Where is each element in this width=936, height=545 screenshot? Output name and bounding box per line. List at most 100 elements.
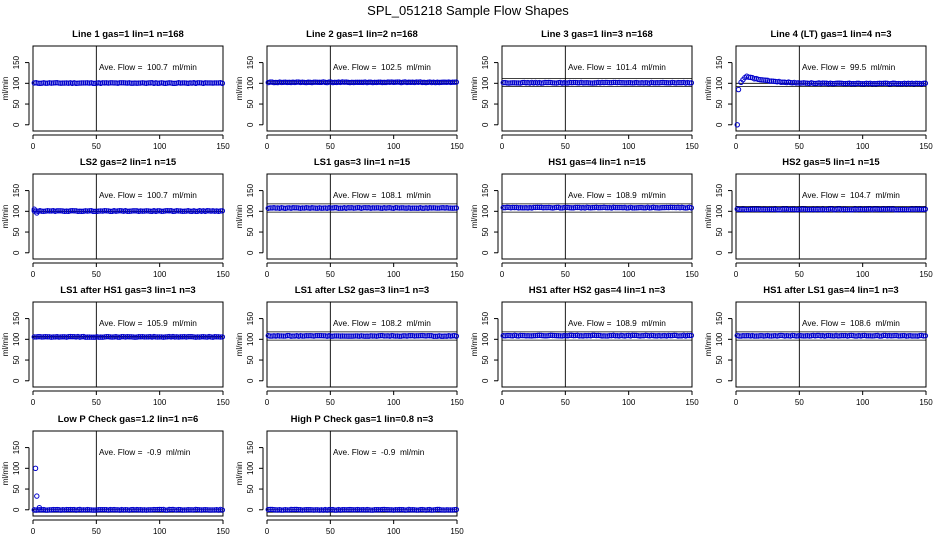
data-point [366, 79, 372, 85]
data-point [633, 79, 639, 86]
x-tick-label: 100 [153, 527, 167, 536]
x-tick-label: 50 [561, 398, 570, 407]
panel-10: LS1 after LS2 gas=3 lin=1 n=3 0 50 100 150 0 5… [235, 285, 464, 407]
data-point [128, 80, 134, 86]
data-point [69, 333, 75, 340]
data-point [801, 206, 807, 212]
data-point [799, 333, 805, 339]
data-point [768, 78, 775, 84]
x-tick-label: 150 [685, 270, 699, 279]
data-point [644, 332, 651, 339]
data-point [92, 208, 98, 215]
data-point [675, 79, 681, 86]
data-point [532, 332, 539, 339]
data-point [394, 507, 401, 513]
data-point [624, 332, 630, 339]
data-point [39, 208, 45, 214]
data-point [831, 206, 837, 213]
data-point [563, 204, 569, 211]
data-point [65, 333, 72, 340]
data-point [299, 79, 306, 85]
data-point [63, 506, 70, 513]
data-point [392, 204, 399, 211]
panel-title: HS1 after LS1 gas=4 lin=1 n=3 [763, 285, 898, 296]
panel-title: HS2 gas=5 lin=1 n=15 [782, 157, 880, 168]
data-point [567, 79, 573, 86]
data-point [428, 205, 435, 211]
data-point [381, 333, 387, 339]
data-point [124, 208, 131, 214]
data-point [839, 332, 845, 339]
data-point [421, 333, 427, 339]
data-point [111, 506, 117, 513]
data-point [351, 205, 357, 211]
data-point [56, 334, 62, 340]
data-point [139, 507, 146, 513]
data-point [538, 80, 544, 86]
data-point [377, 507, 384, 513]
data-point [269, 506, 275, 513]
y-tick-label: 50 [481, 355, 490, 364]
data-point [160, 80, 167, 86]
data-point [436, 205, 442, 211]
panel-title: Line 4 (LT) gas=1 lin=4 n=3 [771, 29, 892, 40]
data-point [98, 334, 104, 340]
y-tick-label: 0 [715, 378, 724, 383]
y-tick-label: 50 [12, 484, 21, 493]
x-tick-label: 50 [561, 270, 570, 279]
y-tick-label: 0 [481, 378, 490, 383]
y-tick-label: 150 [246, 440, 255, 454]
data-point [799, 80, 805, 86]
data-point [309, 333, 315, 339]
data-point [46, 208, 53, 214]
data-point [130, 334, 136, 340]
data-point [572, 332, 579, 339]
y-tick-label: 0 [715, 122, 724, 127]
data-point [766, 206, 773, 213]
data-point [377, 205, 384, 211]
data-point [124, 80, 131, 86]
data-point [379, 506, 385, 513]
data-point [568, 332, 575, 339]
data-point [143, 507, 150, 513]
data-point [389, 79, 395, 85]
x-tick-label: 100 [387, 270, 401, 279]
data-point [339, 506, 346, 513]
data-point [595, 205, 601, 211]
data-point [305, 507, 311, 513]
data-point [107, 208, 113, 214]
data-point [368, 507, 374, 513]
data-point [212, 208, 218, 214]
data-point [589, 332, 596, 339]
x-tick-label: 0 [500, 270, 505, 279]
data-point [825, 332, 832, 339]
data-point [301, 507, 308, 513]
data-point [383, 506, 389, 513]
data-point [137, 208, 144, 214]
data-point [208, 507, 214, 513]
data-point [128, 334, 134, 340]
data-point [793, 206, 799, 213]
data-point [352, 507, 359, 513]
data-point [734, 122, 740, 128]
data-point [326, 79, 332, 85]
data-point [515, 205, 522, 211]
data-point [212, 334, 218, 340]
data-point [831, 80, 837, 87]
data-point [181, 208, 188, 214]
data-point [521, 205, 527, 211]
data-point [922, 206, 929, 212]
data-point [193, 208, 199, 215]
y-tick-label: 100 [246, 76, 255, 90]
data-point [812, 206, 818, 213]
panel-title: LS1 after LS2 gas=3 lin=1 n=3 [295, 285, 429, 296]
data-point [675, 333, 681, 339]
y-tick-label: 100 [481, 76, 490, 90]
data-point [523, 205, 529, 211]
data-point [347, 333, 353, 339]
data-point [375, 79, 382, 85]
data-point [117, 208, 123, 214]
data-point [322, 79, 328, 86]
data-point [540, 333, 546, 339]
data-point [622, 80, 628, 86]
